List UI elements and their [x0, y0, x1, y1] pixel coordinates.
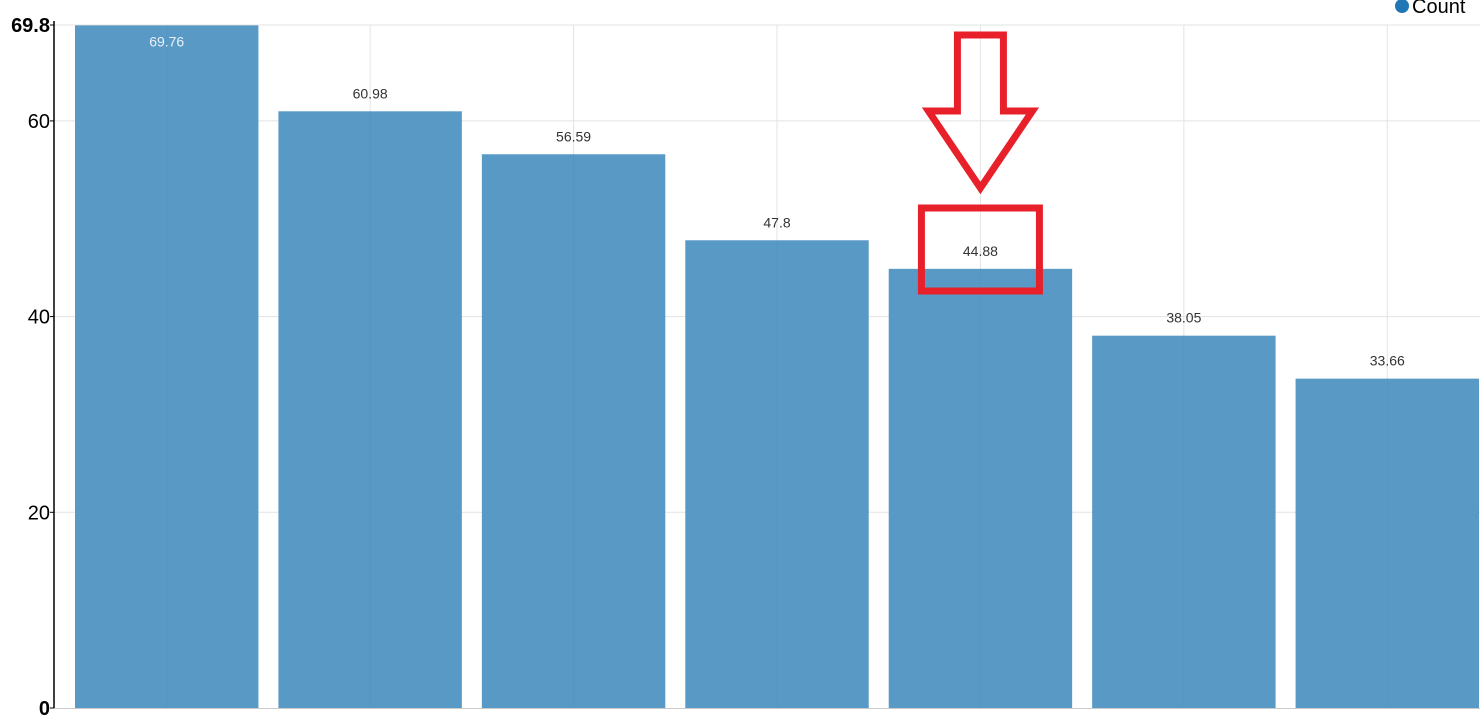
data-label: 38.05 — [1166, 310, 1201, 326]
bar[interactable] — [278, 111, 462, 709]
data-label: 47.8 — [763, 214, 790, 230]
data-labels-layer: 69.76 60.98 56.59 47.8 44.88 38.05 33.66 — [149, 33, 1405, 368]
y-axis: 0 20 40 60 69.8 — [11, 15, 1480, 720]
down-arrow-icon — [921, 31, 1040, 195]
legend-label: Count — [1412, 0, 1466, 18]
bar[interactable] — [481, 154, 666, 708]
bar[interactable] — [1295, 378, 1479, 708]
y-tick-label: 69.8 — [11, 15, 50, 37]
y-tick-label: 20 — [28, 502, 50, 524]
data-label: 60.98 — [353, 85, 388, 101]
bar[interactable] — [888, 268, 1073, 708]
y-tick-label: 40 — [28, 307, 50, 329]
bar[interactable] — [1092, 335, 1276, 708]
highlight-box — [917, 204, 1043, 295]
legend-dot-icon — [1395, 0, 1409, 13]
legend[interactable]: Count — [1395, 0, 1466, 18]
bar[interactable] — [75, 25, 259, 708]
data-label: 44.88 — [963, 243, 998, 259]
y-tick-label: 60 — [28, 111, 50, 133]
bar[interactable] — [685, 240, 869, 708]
annotation — [917, 31, 1043, 295]
data-label: 69.76 — [149, 33, 184, 49]
y-tick-label: 0 — [39, 698, 50, 720]
data-label: 56.59 — [556, 128, 591, 144]
bars-layer — [75, 25, 1479, 709]
data-label: 33.66 — [1370, 353, 1405, 369]
